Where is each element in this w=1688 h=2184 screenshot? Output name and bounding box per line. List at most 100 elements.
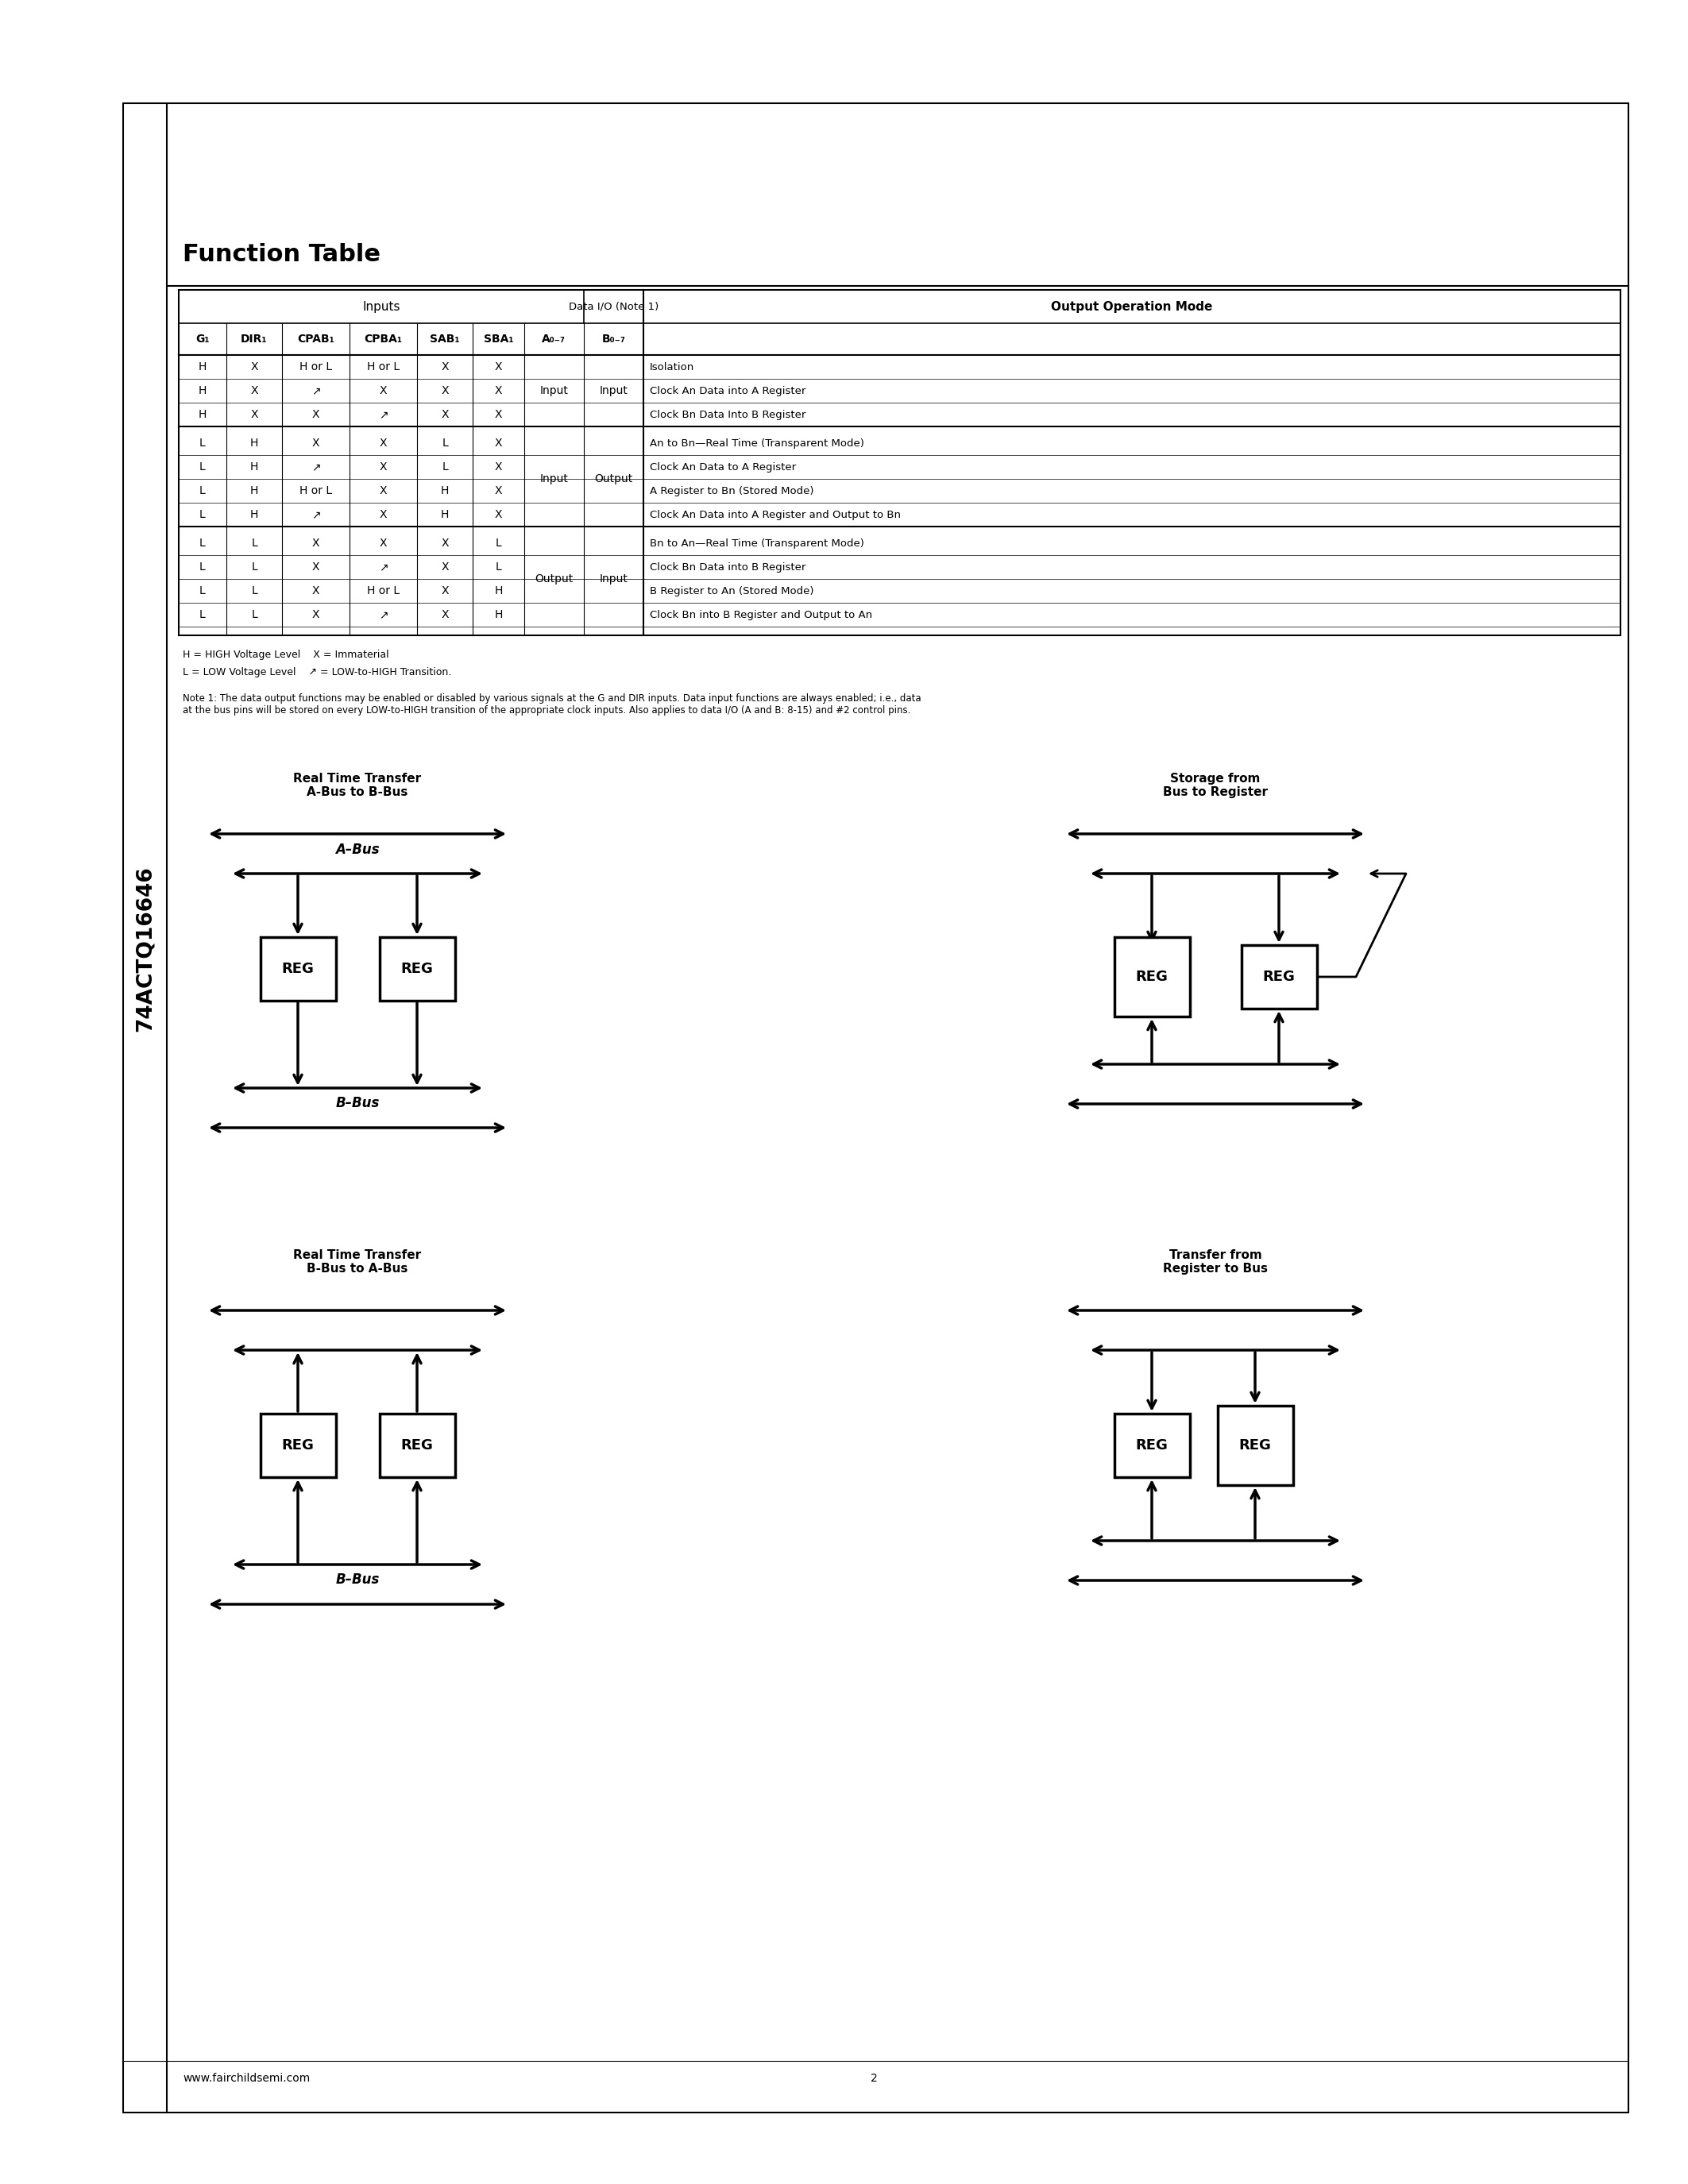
Text: DIR₁: DIR₁ xyxy=(241,334,267,345)
Text: ↗: ↗ xyxy=(311,461,321,472)
Text: ↗: ↗ xyxy=(311,509,321,520)
Text: CPAB₁: CPAB₁ xyxy=(297,334,334,345)
Text: Input: Input xyxy=(540,474,569,485)
Text: L: L xyxy=(252,585,257,596)
Text: X: X xyxy=(250,384,258,395)
Text: X: X xyxy=(495,509,503,520)
Text: B–Bus: B–Bus xyxy=(336,1572,380,1588)
Text: X: X xyxy=(380,461,387,472)
Text: A₀₋₇: A₀₋₇ xyxy=(542,334,565,345)
Text: Bn to An—Real Time (Transparent Mode): Bn to An—Real Time (Transparent Mode) xyxy=(650,537,864,548)
Text: X: X xyxy=(441,585,449,596)
Text: L: L xyxy=(199,485,206,496)
Text: H: H xyxy=(250,437,258,448)
Text: X: X xyxy=(495,408,503,419)
Text: X: X xyxy=(495,384,503,395)
Text: REG: REG xyxy=(1239,1439,1271,1452)
Text: Real Time Transfer
B-Bus to A-Bus: Real Time Transfer B-Bus to A-Bus xyxy=(294,1249,422,1275)
Text: L = LOW Voltage Level    ↗ = LOW-to-HIGH Transition.: L = LOW Voltage Level ↗ = LOW-to-HIGH Tr… xyxy=(182,666,451,677)
Text: B–Bus: B–Bus xyxy=(336,1096,380,1109)
Text: X: X xyxy=(380,509,387,520)
Text: X: X xyxy=(380,384,387,395)
Text: L: L xyxy=(495,537,501,548)
Text: Input: Input xyxy=(599,574,628,585)
Text: A Register to Bn (Stored Mode): A Register to Bn (Stored Mode) xyxy=(650,485,814,496)
Bar xyxy=(1114,937,1190,1016)
Text: X: X xyxy=(495,485,503,496)
Text: Clock Bn into B Register and Output to An: Clock Bn into B Register and Output to A… xyxy=(650,609,873,620)
Text: X: X xyxy=(441,609,449,620)
Text: REG: REG xyxy=(400,1439,434,1452)
Text: SAB₁: SAB₁ xyxy=(430,334,459,345)
Bar xyxy=(260,1413,336,1476)
Text: Clock An Data into A Register: Clock An Data into A Register xyxy=(650,387,805,395)
Text: Storage from
Bus to Register: Storage from Bus to Register xyxy=(1163,773,1268,797)
Text: X: X xyxy=(312,537,319,548)
Text: H: H xyxy=(250,509,258,520)
Text: CPBA₁: CPBA₁ xyxy=(365,334,402,345)
Text: H: H xyxy=(250,485,258,496)
Text: H or L: H or L xyxy=(299,485,333,496)
Text: X: X xyxy=(380,537,387,548)
Text: L: L xyxy=(252,609,257,620)
Text: X: X xyxy=(441,360,449,373)
Bar xyxy=(1241,946,1317,1009)
Text: X: X xyxy=(441,384,449,395)
Text: X: X xyxy=(441,537,449,548)
Text: X: X xyxy=(312,561,319,572)
Text: L: L xyxy=(199,461,206,472)
Text: Clock An Data to A Register: Clock An Data to A Register xyxy=(650,461,797,472)
Text: H or L: H or L xyxy=(366,585,400,596)
Text: Isolation: Isolation xyxy=(650,363,694,371)
Text: SBA₁: SBA₁ xyxy=(483,334,513,345)
Text: X: X xyxy=(495,461,503,472)
Text: G₁: G₁ xyxy=(196,334,209,345)
Text: B Register to An (Stored Mode): B Register to An (Stored Mode) xyxy=(650,585,814,596)
Text: Clock Bn Data into B Register: Clock Bn Data into B Register xyxy=(650,561,805,572)
Text: L: L xyxy=(495,561,501,572)
Text: 2: 2 xyxy=(871,2073,878,2084)
Text: H: H xyxy=(199,408,206,419)
Text: X: X xyxy=(250,360,258,373)
Bar xyxy=(380,1413,454,1476)
Text: H: H xyxy=(441,485,449,496)
Text: L: L xyxy=(199,437,206,448)
Text: X: X xyxy=(312,585,319,596)
Text: X: X xyxy=(441,561,449,572)
Text: Transfer from
Register to Bus: Transfer from Register to Bus xyxy=(1163,1249,1268,1275)
Text: X: X xyxy=(441,408,449,419)
Text: REG: REG xyxy=(282,1439,314,1452)
Text: L: L xyxy=(442,437,447,448)
Text: X: X xyxy=(250,408,258,419)
Text: Clock An Data into A Register and Output to Bn: Clock An Data into A Register and Output… xyxy=(650,509,901,520)
Text: Inputs: Inputs xyxy=(363,301,400,312)
Text: REG: REG xyxy=(1136,1439,1168,1452)
Text: REG: REG xyxy=(1263,970,1295,985)
Text: H or L: H or L xyxy=(366,360,400,373)
Text: X: X xyxy=(380,437,387,448)
Text: L: L xyxy=(442,461,447,472)
Text: H: H xyxy=(250,461,258,472)
Text: ↗: ↗ xyxy=(378,408,388,419)
Text: ↗: ↗ xyxy=(378,609,388,620)
Text: L: L xyxy=(252,537,257,548)
Text: H or L: H or L xyxy=(299,360,333,373)
Bar xyxy=(1114,1413,1190,1476)
Text: L: L xyxy=(252,561,257,572)
Text: Function Table: Function Table xyxy=(182,242,380,266)
Bar xyxy=(179,290,1620,636)
Text: X: X xyxy=(312,408,319,419)
Text: ↗: ↗ xyxy=(378,561,388,572)
Text: Note 1: The data output functions may be enabled or disabled by various signals : Note 1: The data output functions may be… xyxy=(182,692,922,716)
Text: A–Bus: A–Bus xyxy=(336,843,380,856)
Text: Input: Input xyxy=(540,384,569,395)
Text: REG: REG xyxy=(1136,970,1168,985)
Text: Real Time Transfer
A-Bus to B-Bus: Real Time Transfer A-Bus to B-Bus xyxy=(294,773,422,797)
Text: Output Operation Mode: Output Operation Mode xyxy=(1052,301,1212,312)
Text: L: L xyxy=(199,537,206,548)
Bar xyxy=(1217,1406,1293,1485)
Text: X: X xyxy=(380,485,387,496)
Text: Clock Bn Data Into B Register: Clock Bn Data Into B Register xyxy=(650,408,805,419)
Text: Output: Output xyxy=(535,574,574,585)
Text: ↗: ↗ xyxy=(311,384,321,395)
